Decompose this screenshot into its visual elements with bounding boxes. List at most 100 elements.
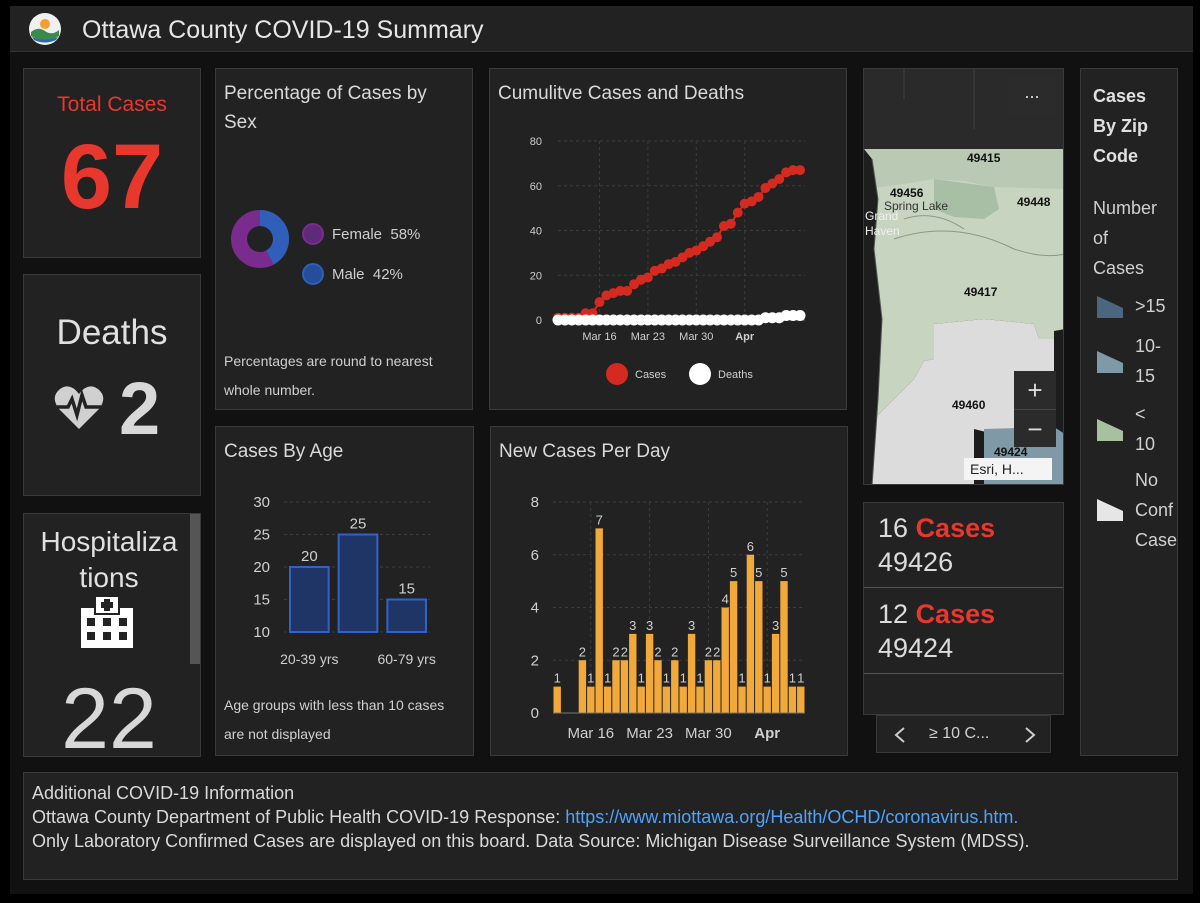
legend-title-line: Cases bbox=[1093, 86, 1147, 106]
cumulative-title: Cumulitve Cases and Deaths bbox=[498, 83, 745, 104]
legend-label-line: Conf bbox=[1135, 500, 1174, 520]
new-cases-bar-value: 4 bbox=[722, 592, 729, 607]
legend-cases-swatch bbox=[606, 363, 628, 385]
footer-link[interactable]: https://www.miottawa.org/Health/OCHD/cor… bbox=[565, 807, 1019, 827]
new-cases-bar bbox=[654, 660, 662, 713]
hospitalizations-label: Hospitaliza tions bbox=[24, 524, 194, 596]
zip-filter-label[interactable]: ≥ 10 C... bbox=[929, 725, 990, 742]
y-tick-label: 8 bbox=[531, 494, 539, 511]
legend-male-label: Male bbox=[332, 265, 365, 283]
x-tick-label: Mar 30 bbox=[679, 331, 713, 343]
deaths-label: Deaths bbox=[56, 313, 168, 352]
legend-title-line: By Zip bbox=[1093, 116, 1149, 136]
sex-note: Percentages are round to nearest whole n… bbox=[224, 353, 433, 398]
data-point-cases bbox=[622, 285, 633, 296]
new-cases-bar-value: 2 bbox=[579, 644, 586, 659]
hospitalizations-panel: Hospitaliza tions 22 bbox=[23, 513, 201, 757]
new-cases-bar-value: 2 bbox=[713, 644, 720, 659]
panel-scrollbar[interactable] bbox=[190, 514, 200, 664]
new-cases-bar bbox=[645, 633, 654, 713]
list-item[interactable]: 16 Cases 49426 bbox=[864, 503, 1063, 588]
data-point-cases bbox=[594, 297, 605, 308]
list-item-zip: 49424 bbox=[878, 633, 954, 663]
x-tick-label: Mar 30 bbox=[685, 725, 732, 742]
y-tick-label: 80 bbox=[530, 136, 542, 148]
data-point-deaths bbox=[794, 310, 806, 322]
new-cases-bar bbox=[687, 633, 696, 713]
legend-title-line: Code bbox=[1093, 146, 1138, 166]
zip-legend-panel: Cases By Zip Code Number of Cases >15 10… bbox=[1080, 68, 1178, 756]
data-point-cases bbox=[615, 285, 626, 296]
new-cases-bar-value: 1 bbox=[680, 671, 687, 686]
chevron-left-icon[interactable] bbox=[893, 726, 907, 744]
x-tick-label: Apr bbox=[735, 331, 755, 343]
data-point-cases bbox=[788, 165, 799, 176]
footer-info-panel: Additional COVID-19 Information Ottawa C… bbox=[23, 772, 1178, 880]
new-cases-bar bbox=[587, 686, 595, 713]
x-tick-label: 60-79 yrs bbox=[377, 651, 435, 667]
data-point-cases bbox=[795, 165, 805, 176]
x-tick-label: Mar 16 bbox=[567, 725, 614, 742]
legend-label-10-15: 10- 15 bbox=[1135, 331, 1161, 391]
legend-female-swatch bbox=[302, 223, 324, 245]
y-tick-label: 0 bbox=[536, 315, 542, 327]
legend-label-line: 10 bbox=[1135, 434, 1156, 454]
map-zip-label: 49456 bbox=[890, 186, 924, 200]
map-zip-label: 49460 bbox=[952, 398, 986, 412]
hospitalizations-label-line2: tions bbox=[79, 562, 139, 593]
sex-panel-title: Percentage of Cases by Sex bbox=[224, 83, 427, 133]
age-bar-value: 25 bbox=[350, 516, 367, 533]
legend-label-none: No Conf Case bbox=[1135, 465, 1177, 555]
map-zip-label: 49415 bbox=[967, 151, 1001, 165]
list-item[interactable]: 12 Cases 49424 bbox=[864, 589, 1063, 674]
y-tick-label: 4 bbox=[531, 600, 539, 617]
y-tick-label: 10 bbox=[253, 624, 270, 641]
list-item-count: 12 bbox=[878, 599, 909, 629]
legend-swatch-10-15 bbox=[1097, 351, 1123, 373]
zoom-out-button[interactable]: − bbox=[1014, 409, 1056, 447]
legend-swatch-none bbox=[1097, 499, 1123, 521]
new-cases-bar-value: 1 bbox=[587, 671, 594, 686]
y-tick-label: 60 bbox=[530, 181, 542, 193]
data-point-cases bbox=[712, 232, 723, 243]
footer-heading: Additional COVID-19 Information bbox=[32, 783, 295, 803]
new-cases-bar-value: 1 bbox=[738, 671, 745, 686]
map-zip-label: 49417 bbox=[964, 285, 998, 299]
y-tick-label: 0 bbox=[531, 705, 539, 722]
new-cases-bar-value: 3 bbox=[772, 618, 779, 633]
new-cases-bar bbox=[763, 686, 771, 713]
chevron-right-icon[interactable] bbox=[1023, 726, 1037, 744]
dashboard-header: Ottawa County COVID-19 Summary bbox=[10, 6, 1193, 52]
legend-subtitle-line: of bbox=[1093, 228, 1109, 248]
map-attribution[interactable]: Esri, H... bbox=[964, 458, 1052, 480]
legend-female-pct: 58% bbox=[390, 225, 421, 243]
age-bar bbox=[386, 598, 427, 633]
legend-female-label: Female bbox=[332, 225, 383, 243]
legend-deaths-label: Deaths bbox=[718, 369, 753, 381]
legend-cases-label: Cases bbox=[635, 369, 667, 381]
legend-male: Male 42% bbox=[302, 263, 403, 285]
new-cases-bar bbox=[755, 581, 763, 713]
list-item-count-line: 16 Cases bbox=[878, 511, 1049, 545]
y-tick-label: 15 bbox=[253, 592, 270, 609]
x-tick-label: Apr bbox=[754, 725, 780, 742]
total-cases-value: 67 bbox=[60, 126, 164, 228]
map-place-label: Spring Lake bbox=[884, 199, 948, 213]
new-cases-bar-value: 1 bbox=[789, 671, 796, 686]
footer-source-line: Only Laboratory Confirmed Cases are disp… bbox=[32, 831, 1030, 851]
age-bar-value: 15 bbox=[398, 581, 415, 598]
new-cases-bar-value: 1 bbox=[797, 671, 804, 686]
age-title: Cases By Age bbox=[224, 441, 344, 462]
new-cases-bar-value: 2 bbox=[654, 644, 661, 659]
y-tick-label: 30 bbox=[253, 494, 270, 511]
age-note: Age groups with less than 10 cases are n… bbox=[224, 697, 445, 742]
new-cases-bar bbox=[780, 581, 788, 713]
age-bar bbox=[289, 566, 330, 633]
map-place-label: Haven bbox=[865, 224, 900, 238]
map-panel[interactable]: 49415 49456 49448 49417 49460 49424 Spri… bbox=[863, 68, 1064, 485]
map-menu-button[interactable]: ... bbox=[1009, 77, 1055, 117]
zoom-in-button[interactable]: + bbox=[1014, 371, 1056, 409]
new-cases-bar-value: 1 bbox=[764, 671, 771, 686]
age-bar-value: 20 bbox=[301, 548, 318, 565]
